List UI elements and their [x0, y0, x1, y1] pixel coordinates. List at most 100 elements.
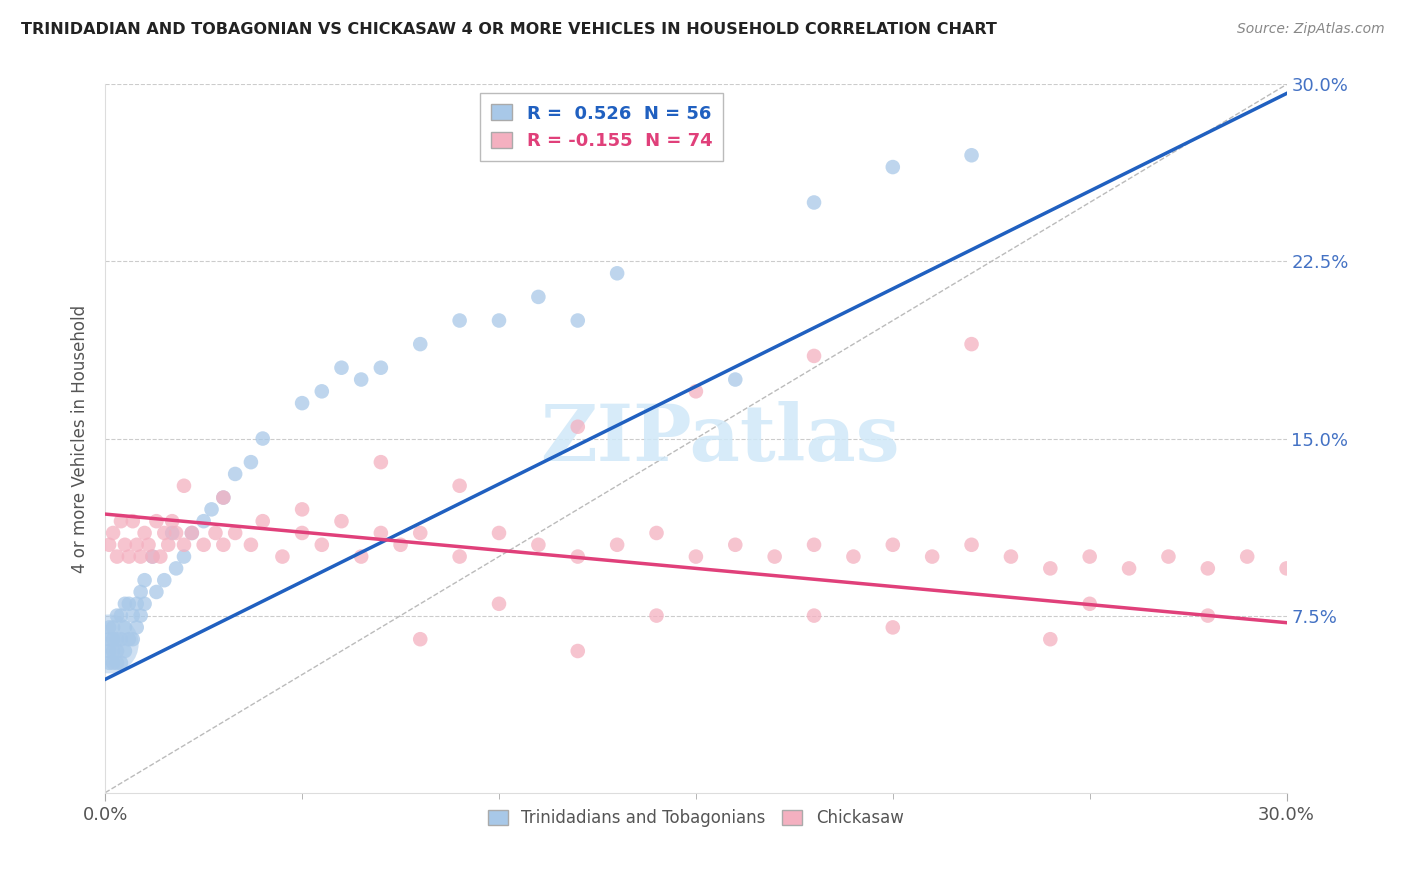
Point: [173, 549, 195, 564]
Point: [291, 526, 314, 541]
Point: [921, 549, 943, 564]
Point: [173, 538, 195, 552]
Point: [134, 573, 156, 587]
Point: [114, 644, 136, 658]
Point: [239, 538, 262, 552]
Point: [488, 526, 510, 541]
Point: [110, 632, 132, 647]
Point: [138, 538, 160, 552]
Point: [567, 313, 589, 327]
Point: [449, 549, 471, 564]
Point: [101, 620, 124, 634]
Point: [330, 514, 353, 528]
Point: [98, 632, 121, 647]
Point: [330, 360, 353, 375]
Point: [449, 479, 471, 493]
Point: [527, 290, 550, 304]
Point: [105, 656, 128, 670]
Point: [180, 526, 202, 541]
Point: [200, 502, 222, 516]
Point: [98, 637, 121, 651]
Point: [567, 419, 589, 434]
Point: [101, 632, 124, 647]
Point: [882, 620, 904, 634]
Point: [1000, 549, 1022, 564]
Point: [1157, 549, 1180, 564]
Point: [118, 632, 141, 647]
Point: [212, 491, 235, 505]
Point: [110, 608, 132, 623]
Point: [105, 549, 128, 564]
Point: [1197, 608, 1219, 623]
Point: [193, 538, 215, 552]
Point: [224, 467, 246, 481]
Point: [145, 514, 167, 528]
Point: [960, 337, 983, 351]
Point: [803, 608, 825, 623]
Point: [252, 432, 274, 446]
Point: [370, 360, 392, 375]
Point: [960, 538, 983, 552]
Point: [449, 313, 471, 327]
Point: [527, 538, 550, 552]
Point: [165, 561, 187, 575]
Point: [118, 597, 141, 611]
Point: [685, 549, 707, 564]
Point: [567, 644, 589, 658]
Point: [1078, 597, 1101, 611]
Point: [606, 538, 628, 552]
Point: [160, 526, 183, 541]
Point: [1078, 549, 1101, 564]
Point: [488, 597, 510, 611]
Point: [311, 538, 333, 552]
Point: [204, 526, 226, 541]
Point: [125, 538, 148, 552]
Point: [114, 620, 136, 634]
Text: TRINIDADIAN AND TOBAGONIAN VS CHICKASAW 4 OR MORE VEHICLES IN HOUSEHOLD CORRELAT: TRINIDADIAN AND TOBAGONIAN VS CHICKASAW …: [21, 22, 997, 37]
Point: [606, 266, 628, 280]
Point: [960, 148, 983, 162]
Point: [134, 597, 156, 611]
Point: [101, 656, 124, 670]
Point: [121, 514, 143, 528]
Point: [129, 549, 152, 564]
Point: [110, 656, 132, 670]
Point: [645, 608, 668, 623]
Point: [114, 538, 136, 552]
Point: [105, 632, 128, 647]
Point: [118, 549, 141, 564]
Point: [271, 549, 294, 564]
Point: [153, 526, 176, 541]
Point: [98, 620, 121, 634]
Point: [882, 160, 904, 174]
Point: [212, 491, 235, 505]
Point: [153, 573, 176, 587]
Point: [291, 396, 314, 410]
Point: [160, 514, 183, 528]
Point: [101, 526, 124, 541]
Point: [239, 455, 262, 469]
Point: [149, 549, 172, 564]
Point: [724, 538, 747, 552]
Point: [129, 608, 152, 623]
Text: ZIPatlas: ZIPatlas: [540, 401, 900, 476]
Point: [173, 479, 195, 493]
Point: [409, 337, 432, 351]
Point: [409, 632, 432, 647]
Point: [350, 372, 373, 386]
Point: [1039, 632, 1062, 647]
Point: [1118, 561, 1140, 575]
Point: [141, 549, 163, 564]
Point: [125, 620, 148, 634]
Point: [105, 644, 128, 658]
Point: [685, 384, 707, 399]
Point: [803, 538, 825, 552]
Point: [157, 538, 180, 552]
Point: [212, 538, 235, 552]
Point: [193, 514, 215, 528]
Point: [389, 538, 412, 552]
Point: [252, 514, 274, 528]
Point: [763, 549, 786, 564]
Legend: Trinidadians and Tobagonians, Chickasaw: Trinidadians and Tobagonians, Chickasaw: [481, 803, 910, 834]
Point: [145, 585, 167, 599]
